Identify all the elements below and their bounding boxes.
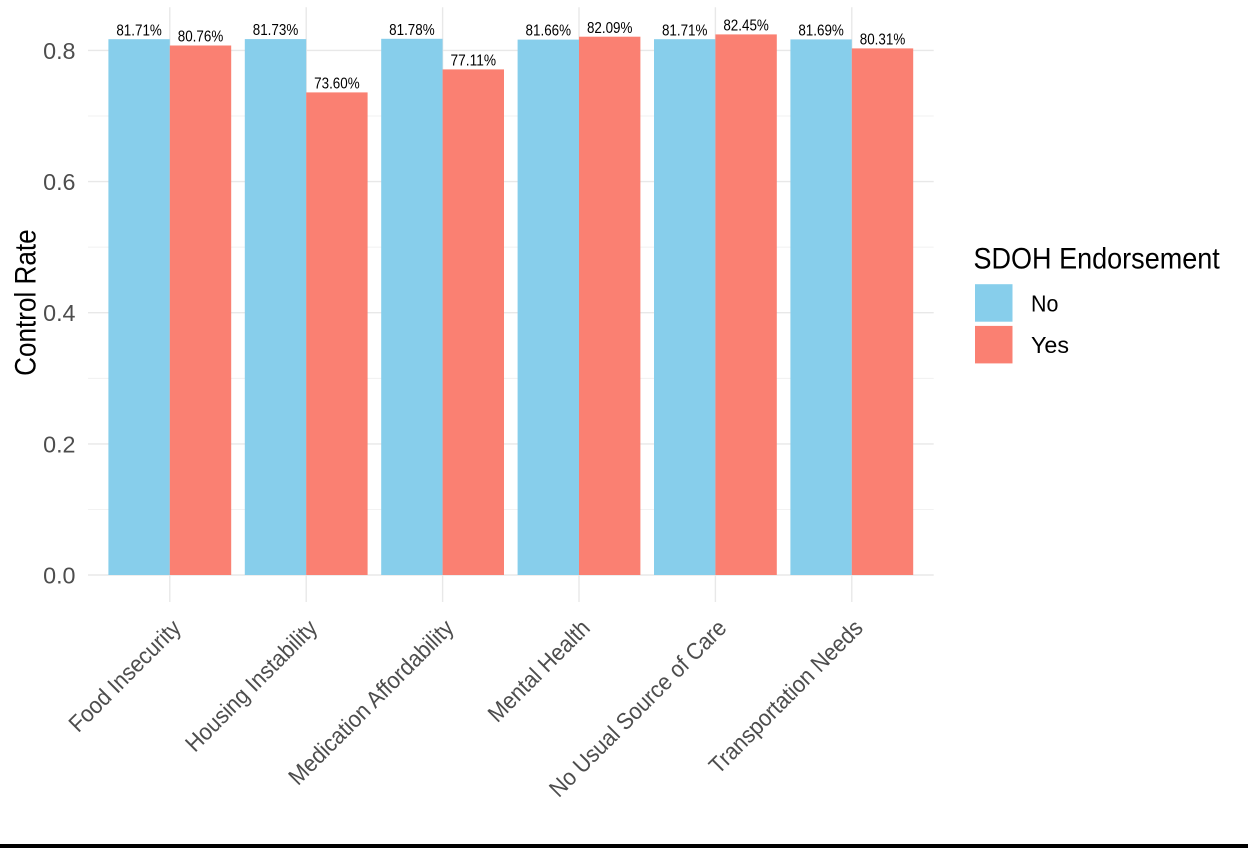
- svg-text:73.60%: 73.60%: [314, 76, 360, 93]
- svg-text:0.2: 0.2: [43, 431, 75, 457]
- svg-text:81.69%: 81.69%: [798, 23, 844, 40]
- svg-text:80.76%: 80.76%: [178, 29, 224, 46]
- svg-text:82.09%: 82.09%: [587, 20, 633, 37]
- svg-text:No: No: [1031, 290, 1058, 316]
- svg-text:0.4: 0.4: [43, 300, 75, 326]
- svg-text:80.31%: 80.31%: [860, 32, 906, 49]
- svg-text:81.73%: 81.73%: [253, 22, 299, 39]
- svg-text:0.6: 0.6: [43, 169, 75, 195]
- svg-text:81.71%: 81.71%: [662, 22, 708, 39]
- svg-text:SDOH Endorsement: SDOH Endorsement: [974, 242, 1220, 275]
- svg-text:Yes: Yes: [1031, 332, 1069, 358]
- svg-text:0.8: 0.8: [43, 38, 75, 64]
- svg-text:81.66%: 81.66%: [526, 23, 572, 40]
- svg-text:Control Rate: Control Rate: [10, 229, 43, 376]
- svg-text:77.11%: 77.11%: [451, 53, 497, 70]
- svg-text:81.71%: 81.71%: [116, 22, 162, 39]
- svg-text:81.78%: 81.78%: [389, 22, 435, 39]
- svg-text:0.0: 0.0: [43, 562, 75, 588]
- svg-text:82.45%: 82.45%: [723, 18, 769, 35]
